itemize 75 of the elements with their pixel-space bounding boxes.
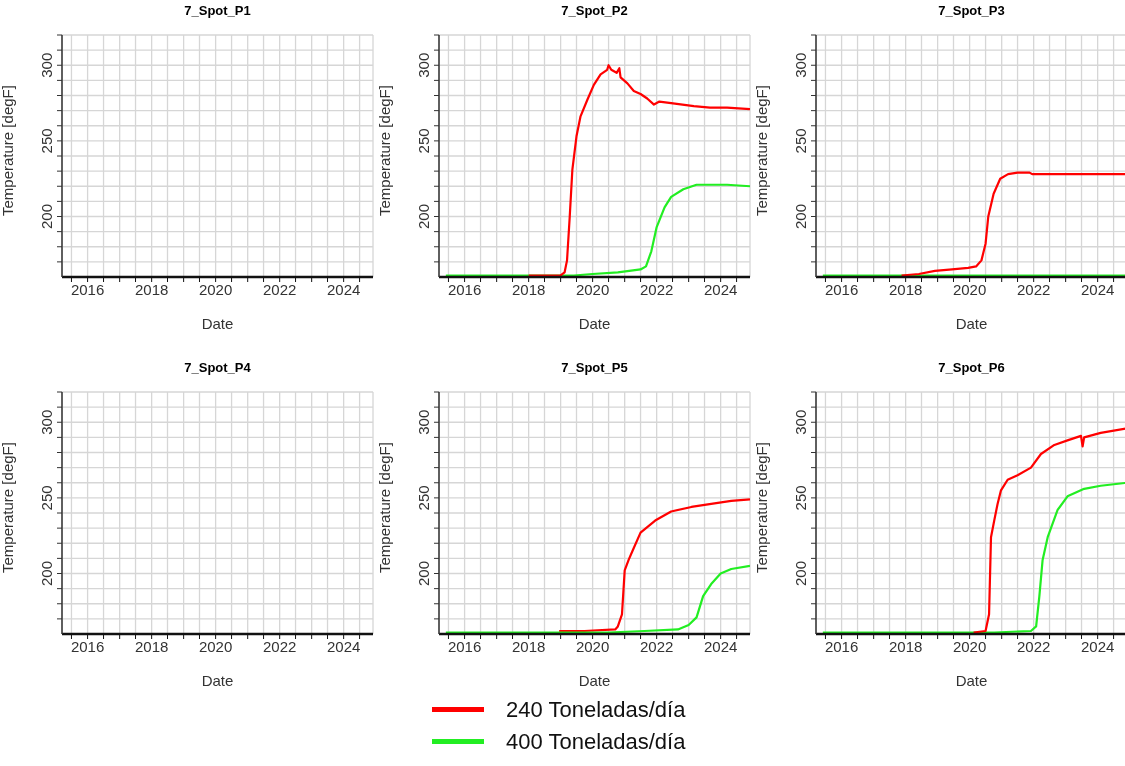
x-tick-label: 2024 (703, 637, 738, 655)
x-axis-title: Date (955, 672, 988, 689)
line-series (900, 171, 1125, 277)
x-tick-label: 2018 (888, 637, 923, 655)
y-tick-label: 250 (415, 128, 432, 154)
x-tick-label: 2024 (1080, 280, 1115, 298)
y-tick-label: 200 (792, 560, 809, 587)
x-tick-label: 2020 (952, 280, 987, 298)
x-tick-label: 2016 (824, 280, 859, 298)
y-tick-label: 250 (38, 485, 55, 511)
y-axis-title: Temperature [degF] (376, 442, 394, 573)
y-tick-label: 300 (38, 52, 55, 78)
x-axis-title: Date (578, 672, 611, 689)
x-tick-label: 2020 (575, 637, 610, 655)
y-tick-label: 250 (792, 128, 809, 154)
x-tick-label: 2020 (575, 280, 610, 298)
x-tick-label: 2018 (511, 280, 546, 298)
x-tick-label: 2016 (447, 280, 482, 298)
chart-title: 7_Spot_P6 (937, 360, 1006, 375)
x-axis-title: Date (201, 672, 234, 689)
y-axis-title: Temperature [degF] (0, 85, 17, 216)
x-axis-title: Date (578, 315, 611, 332)
y-axis-title: Temperature [degF] (753, 442, 771, 573)
chart-title: 7_Spot_P4 (183, 360, 252, 375)
x-tick-label: 2016 (824, 637, 859, 655)
x-tick-label: 2016 (447, 637, 482, 655)
y-axis-title: Temperature [degF] (753, 85, 771, 216)
chart-title: 7_Spot_P5 (560, 360, 629, 375)
x-axis-title: Date (955, 315, 988, 332)
x-tick-label: 2020 (198, 280, 233, 298)
x-tick-label: 2022 (639, 637, 674, 655)
legend-label: 240 Toneladas/día (506, 697, 686, 723)
y-tick-label: 250 (415, 485, 432, 511)
y-tick-label: 300 (38, 409, 55, 435)
x-tick-label: 2024 (326, 637, 361, 655)
x-tick-label: 2018 (888, 280, 923, 298)
x-tick-label: 2016 (70, 280, 105, 298)
x-tick-label: 2024 (703, 280, 738, 298)
x-axis-title: Date (201, 315, 234, 332)
y-axis-title: Temperature [degF] (0, 442, 17, 573)
y-tick-label: 200 (792, 203, 809, 230)
y-tick-label: 300 (415, 52, 432, 78)
chart-title: 7_Spot_P1 (183, 3, 252, 18)
chart-title: 7_Spot_P3 (937, 3, 1006, 18)
y-tick-label: 250 (792, 485, 809, 511)
line-series (972, 427, 1125, 634)
y-tick-label: 300 (415, 409, 432, 435)
y-axis-title: Temperature [degF] (376, 85, 394, 216)
line-series (444, 564, 750, 634)
y-tick-label: 200 (415, 203, 432, 230)
x-tick-label: 2024 (326, 280, 361, 298)
x-tick-label: 2020 (198, 637, 233, 655)
x-tick-label: 2024 (1080, 637, 1115, 655)
x-tick-label: 2022 (1016, 280, 1051, 298)
y-tick-label: 300 (792, 52, 809, 78)
y-tick-label: 250 (38, 128, 55, 154)
y-tick-label: 200 (415, 560, 432, 587)
x-tick-label: 2022 (262, 280, 297, 298)
x-tick-label: 2022 (262, 637, 297, 655)
line-series (558, 498, 750, 633)
line-series (527, 64, 750, 277)
x-tick-label: 2022 (639, 280, 674, 298)
y-tick-label: 300 (792, 409, 809, 435)
x-tick-label: 2020 (952, 637, 987, 655)
x-tick-label: 2018 (511, 637, 546, 655)
line-series (444, 183, 750, 277)
x-tick-label: 2018 (134, 280, 169, 298)
x-tick-label: 2016 (70, 637, 105, 655)
y-tick-label: 200 (38, 203, 55, 230)
line-series (821, 481, 1125, 634)
chart-title: 7_Spot_P2 (560, 3, 629, 18)
legend-label: 400 Toneladas/día (506, 729, 686, 755)
x-tick-label: 2022 (1016, 637, 1051, 655)
x-tick-label: 2018 (134, 637, 169, 655)
y-tick-label: 200 (38, 560, 55, 587)
